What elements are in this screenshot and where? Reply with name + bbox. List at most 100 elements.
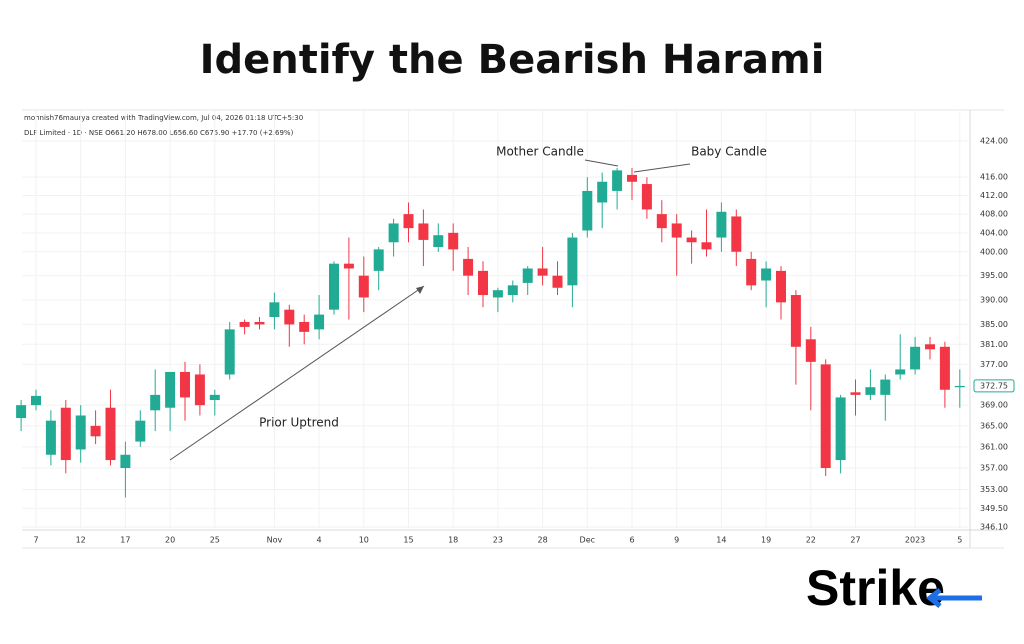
y-tick-label: 346.10 bbox=[980, 522, 1008, 531]
x-tick-label: 19 bbox=[761, 536, 771, 545]
candle-body bbox=[612, 170, 623, 191]
candle-body bbox=[686, 237, 697, 243]
x-tick-label: 28 bbox=[538, 536, 548, 545]
x-tick-label: 27 bbox=[850, 536, 860, 545]
arrow-head bbox=[416, 286, 424, 294]
candle-body bbox=[358, 275, 369, 298]
candle-body bbox=[150, 394, 161, 411]
candle-body bbox=[820, 364, 831, 469]
candle-body bbox=[627, 174, 637, 182]
candle-body bbox=[165, 371, 176, 408]
y-tick-label: 395.00 bbox=[980, 271, 1008, 280]
candle-body bbox=[641, 184, 652, 210]
candle-body bbox=[31, 395, 41, 406]
last-price-box bbox=[973, 379, 1015, 393]
y-tick-label: 416.00 bbox=[980, 173, 1008, 182]
x-tick-label: 17 bbox=[120, 536, 130, 545]
candle-body bbox=[463, 258, 474, 276]
x-tick-label: 23 bbox=[493, 536, 503, 545]
y-tick-label: 365.00 bbox=[980, 421, 1008, 430]
y-tick-label: 404.00 bbox=[980, 228, 1008, 237]
y-tick-label: 353.00 bbox=[980, 485, 1008, 494]
y-tick-label: 412.00 bbox=[980, 191, 1008, 200]
candle-body bbox=[314, 314, 325, 330]
candle-body bbox=[701, 242, 712, 250]
page-title: Identify the Bearish Harami bbox=[200, 37, 825, 83]
candle-body bbox=[835, 397, 846, 461]
y-tick-label: 377.00 bbox=[980, 360, 1008, 369]
candle-body bbox=[418, 223, 429, 240]
y-tick-label: 357.00 bbox=[980, 464, 1008, 473]
candle-body bbox=[895, 369, 906, 375]
candle-body bbox=[582, 190, 593, 231]
axes: 424.00 416.00 412.00 408.00 404.00 400.00 395.… bbox=[33, 136, 1015, 545]
x-tick-label: 18 bbox=[448, 536, 458, 545]
candle-body bbox=[343, 263, 354, 269]
annotation-arrow bbox=[633, 163, 691, 173]
candle-body bbox=[925, 344, 935, 350]
candle-body bbox=[776, 270, 786, 303]
candle-body bbox=[45, 420, 56, 455]
candle-body bbox=[135, 420, 146, 442]
annotation: Prior Uptrend bbox=[259, 416, 339, 430]
candle-body bbox=[403, 214, 414, 229]
symbol-line: DLF Limited · 1D · NSE O661.20 H678.00 L… bbox=[24, 129, 294, 137]
candle-body bbox=[522, 268, 533, 283]
x-tick-label: 9 bbox=[674, 536, 679, 545]
candle-body bbox=[239, 321, 250, 327]
x-tick-label: 15 bbox=[403, 536, 413, 545]
candle-body bbox=[537, 268, 548, 276]
annotation-arrow bbox=[169, 285, 425, 461]
x-tick-label: 12 bbox=[76, 536, 86, 545]
candle-body bbox=[388, 223, 399, 243]
candle-body bbox=[656, 214, 667, 229]
y-tick-label: 361.00 bbox=[980, 442, 1008, 451]
x-tick-label: 7 bbox=[33, 536, 38, 545]
x-tick-label: Dec bbox=[580, 536, 595, 545]
x-tick-label: 6 bbox=[629, 536, 634, 545]
credit-line: mohnish76maurya created with TradingView… bbox=[24, 114, 303, 122]
y-tick-label: 385.00 bbox=[980, 320, 1008, 329]
candle-body bbox=[731, 216, 742, 252]
candle-body bbox=[90, 425, 101, 437]
candle-body bbox=[850, 392, 861, 395]
candle-body bbox=[746, 258, 757, 286]
candle-body bbox=[284, 309, 295, 325]
candle-body bbox=[790, 295, 801, 347]
x-tick-label: 14 bbox=[716, 536, 726, 545]
x-tick-label: 2023 bbox=[905, 536, 925, 545]
x-tick-label: 4 bbox=[317, 536, 322, 545]
candle-body bbox=[805, 339, 816, 362]
annotation: Baby Candle bbox=[691, 145, 767, 159]
candle-body bbox=[224, 329, 235, 375]
candle-body bbox=[448, 232, 459, 250]
candle-body bbox=[761, 268, 772, 281]
y-tick-label: 424.00 bbox=[980, 136, 1008, 145]
x-tick-label: 10 bbox=[359, 536, 369, 545]
candle-body bbox=[254, 321, 265, 325]
y-tick-label: 349.50 bbox=[980, 504, 1008, 513]
candle-body bbox=[269, 302, 280, 318]
annotation-arrow bbox=[584, 159, 619, 167]
y-tick-label: 400.00 bbox=[980, 247, 1008, 256]
candle-body bbox=[507, 285, 518, 296]
candle-body bbox=[373, 249, 384, 271]
candle-body bbox=[567, 237, 578, 286]
y-tick-label: 408.00 bbox=[980, 210, 1008, 219]
candle-body bbox=[671, 223, 682, 238]
candle-body bbox=[60, 407, 71, 461]
candle-body bbox=[105, 407, 116, 461]
candle-body bbox=[299, 321, 310, 332]
candle-body bbox=[329, 263, 339, 310]
x-tick-label: Nov bbox=[267, 536, 283, 545]
x-tick-label: 25 bbox=[210, 536, 220, 545]
x-tick-label: 20 bbox=[165, 536, 175, 545]
candle-body bbox=[597, 181, 608, 203]
candles bbox=[16, 168, 965, 498]
candle-body bbox=[433, 235, 444, 248]
candle-body bbox=[16, 405, 27, 419]
candle-body bbox=[716, 211, 727, 238]
candle-body bbox=[880, 379, 891, 395]
